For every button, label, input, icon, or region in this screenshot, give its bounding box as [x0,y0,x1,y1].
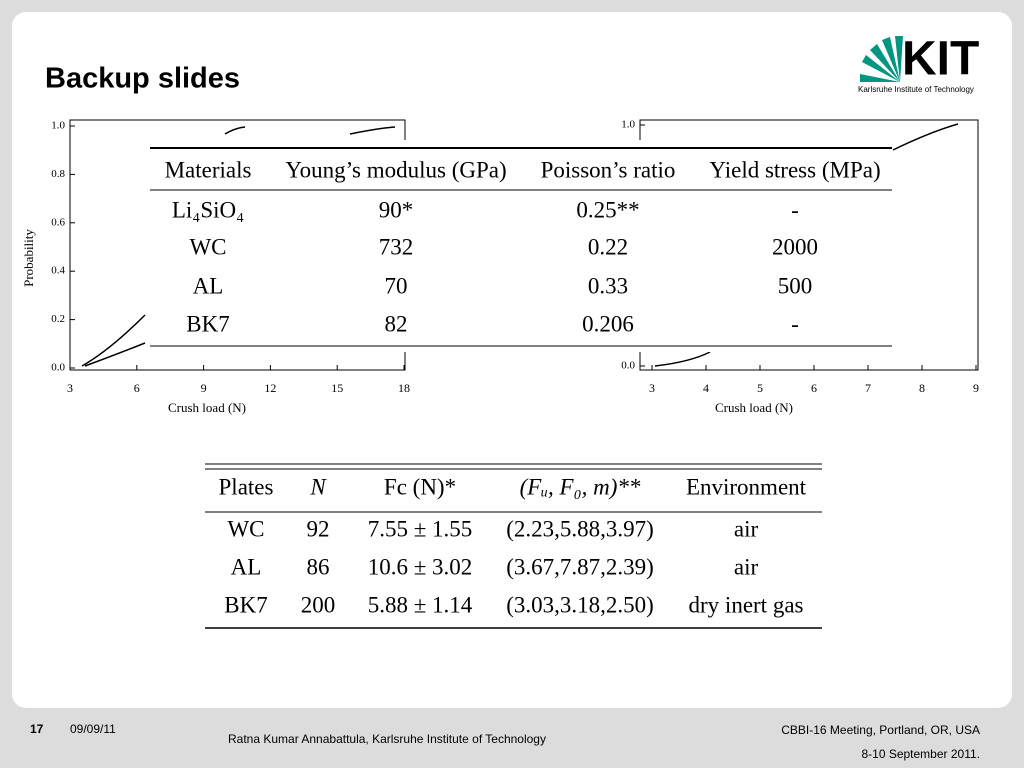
table-cell: 0.33 [588,273,628,298]
table-cell: 200 [301,592,336,617]
y-tick-label: 1.0 [51,120,65,132]
table-cell: 86 [307,554,330,579]
x-tick-label: 7 [865,381,871,395]
table-cell: BK7 [186,311,229,336]
footer-event-date: 8-10 September 2011. [861,747,980,761]
table-cell: WC [189,234,226,259]
x-tick-label: 12 [264,381,276,395]
x-tick-label: 6 [811,381,817,395]
footer-author: Ratna Kumar Annabattula, Karlsruhe Insti… [228,732,546,746]
table-cell: (2.23,5.88,3.97) [506,516,654,541]
table-cell: 90* [379,197,414,222]
table-cell: AL [193,273,224,298]
y-axis-label: Probability [21,229,36,287]
table-header: Environment [686,474,807,499]
x-tick-label: 3 [67,381,73,395]
table-header: Materials [165,157,252,182]
logo-fan [860,36,903,82]
table-cell: 0.22 [588,234,628,259]
x-tick-label: 18 [398,381,410,395]
footer-date: 09/09/11 [70,722,116,736]
table-cell: air [734,516,759,541]
x-axis-label: Crush load (N) [168,400,246,415]
x-tick-label: 9 [973,381,979,395]
table-header: Plates [219,474,274,499]
table-cell: 0.25** [576,197,639,222]
table-cell: Li₄SiO₄ [172,197,244,222]
table-cell: (3.67,7.87,2.39) [506,554,654,579]
table-background [150,140,892,352]
table-header: Yield stress (MPa) [709,157,880,182]
table-1: Materials Young’s modulus (GPa) Poisson’s … [150,140,892,352]
table-cell: 5.88 ± 1.14 [368,592,473,617]
x-tick-label: 5 [757,381,763,395]
table-2: Plates N Fc (N)* (Fᵤ, F₀, m)** Environment WC… [205,463,822,629]
table-cell: 7.55 ± 1.55 [368,516,473,541]
logo-mark: KIT [902,33,979,86]
kit-logo: KIT Karlsruhe Institute of Technology [858,33,979,94]
table-cell: - [791,197,799,222]
slide-title: Backup slides [45,63,240,95]
logo-subtitle: Karlsruhe Institute of Technology [858,85,974,94]
x-tick-label: 8 [919,381,925,395]
page-number: 17 [30,722,44,736]
fit-curve [81,126,396,367]
table-cell: AL [231,554,262,579]
y-tick-label: 0.8 [51,168,65,180]
table-cell: - [791,311,799,336]
y-tick-label: 0.0 [621,360,635,372]
table-header: Fc (N)* [384,474,456,499]
x-tick-label: 15 [331,381,343,395]
table-header: Poisson’s ratio [541,157,676,182]
y-tick-label: 0.0 [51,362,65,374]
table-cell: 0.206 [582,311,634,336]
table-header: N [309,474,327,499]
x-tick-label: 9 [201,381,207,395]
table-header: Young’s modulus (GPa) [285,157,506,182]
footer-event: CBBI-16 Meeting, Portland, OR, USA [781,723,980,737]
table-cell: air [734,554,759,579]
y-tick-label: 0.6 [51,216,65,228]
table-cell: BK7 [224,592,267,617]
plots: 0.0 0.2 0.4 0.6 0.8 1.0 3 6 9 12 15 18 Crush load (N… [21,119,979,415]
y-tick-label: 1.0 [621,119,635,131]
x-tick-label: 6 [134,381,140,395]
x-tick-label: 4 [703,381,709,395]
fit-curve [654,123,959,367]
table-cell: 732 [379,234,414,259]
table-cell: 70 [385,273,408,298]
table-cell: 92 [307,516,330,541]
table-cell: dry inert gas [689,592,804,617]
y-tick-label: 0.2 [51,313,65,325]
table-cell: 10.6 ± 3.02 [368,554,473,579]
table-header: (Fᵤ, F₀, m)** [520,474,641,499]
table-cell: (3.03,3.18,2.50) [506,592,654,617]
table-cell: WC [227,516,264,541]
x-tick-label: 3 [649,381,655,395]
table-cell: 82 [385,311,408,336]
footer: 17 09/09/11 Ratna Kumar Annabattula, Kar… [30,722,980,761]
table-cell: 2000 [772,234,818,259]
x-axis-label: Crush load (N) [715,400,793,415]
table-cell: 500 [778,273,813,298]
y-tick-label: 0.4 [51,265,65,277]
